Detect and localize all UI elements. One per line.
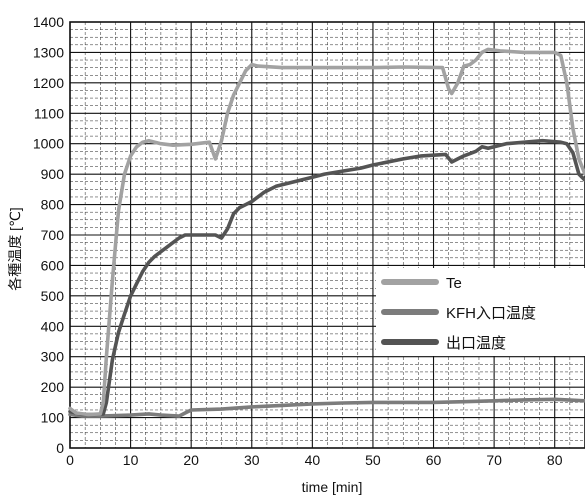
- y-tick-label: 800: [41, 197, 65, 213]
- plot-frame: [69, 21, 585, 449]
- y-tick-label: 600: [41, 257, 65, 273]
- x-tick-label: 30: [244, 452, 260, 468]
- y-tick-label: 900: [41, 166, 65, 182]
- series-line-1: [68, 397, 585, 418]
- series-layer: [68, 47, 585, 418]
- x-tick-label: 70: [486, 452, 502, 468]
- y-tick-label: 1000: [33, 136, 64, 152]
- x-tick-label: 80: [547, 452, 563, 468]
- series-line-0: [68, 47, 585, 417]
- x-tick-label: 60: [426, 452, 442, 468]
- legend-label-1: KFH入口温度: [446, 305, 536, 322]
- y-tick-label: 200: [41, 379, 65, 395]
- axis-ticks: 0100200300400500600700800900100011001200…: [33, 14, 563, 468]
- x-tick-label: 0: [66, 452, 74, 468]
- x-axis-title: time [min]: [302, 479, 363, 495]
- y-tick-label: 1300: [33, 44, 64, 60]
- y-tick-label: 1100: [34, 105, 64, 121]
- y-tick-label: 1200: [33, 75, 64, 91]
- x-tick-label: 20: [183, 452, 199, 468]
- x-tick-label: 10: [123, 452, 139, 468]
- y-axis-title-wrap: 各種温度 [℃]: [7, 207, 23, 290]
- y-tick-label: 1400: [33, 14, 64, 30]
- y-axis-title: 各種温度 [℃]: [7, 207, 23, 290]
- y-tick-label: 500: [41, 288, 65, 304]
- legend-label-0: Te: [446, 275, 462, 292]
- minor-gridlines: [70, 22, 585, 448]
- series-line-2: [68, 138, 585, 417]
- x-tick-label: 50: [365, 452, 381, 468]
- y-tick-label: 300: [41, 349, 65, 365]
- y-tick-label: 0: [56, 440, 64, 456]
- legend-label-2: 出口温度: [446, 335, 506, 352]
- y-tick-label: 700: [41, 227, 65, 243]
- x-tick-label: 40: [305, 452, 321, 468]
- y-tick-label: 100: [41, 410, 65, 426]
- y-tick-label: 400: [41, 318, 65, 334]
